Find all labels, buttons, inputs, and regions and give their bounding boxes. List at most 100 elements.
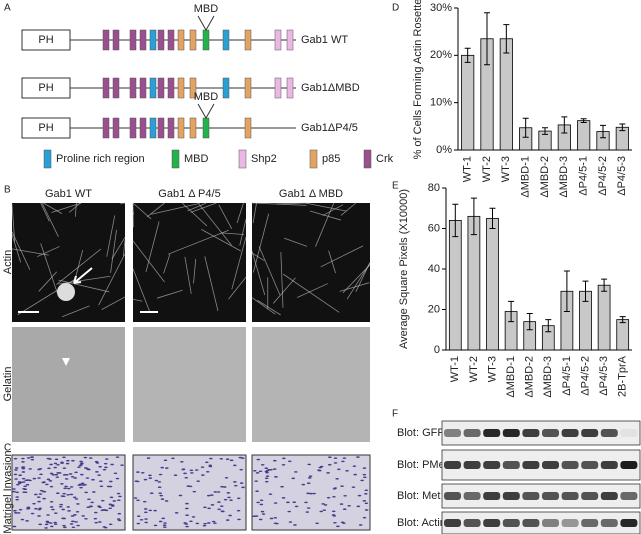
invaded-cell — [95, 462, 100, 464]
actin-fiber — [272, 277, 296, 304]
invaded-cell — [98, 465, 102, 468]
error-bar — [489, 207, 496, 229]
invaded-cell — [165, 467, 169, 469]
invaded-cell — [37, 508, 42, 511]
invaded-cell — [273, 502, 278, 504]
row-label: Matrigel Invasion — [2, 450, 14, 533]
invaded-cell — [94, 460, 99, 463]
invaded-cell — [287, 510, 291, 513]
invaded-cell — [75, 510, 80, 513]
invaded-cell — [154, 479, 159, 482]
actin-fiber — [68, 202, 81, 213]
invaded-cell — [159, 494, 164, 497]
invaded-cell — [237, 518, 241, 521]
invaded-cell — [233, 464, 237, 467]
invaded-cell — [209, 457, 213, 460]
invaded-cell — [62, 474, 67, 476]
invaded-cell — [233, 481, 237, 483]
invaded-cell — [353, 473, 357, 476]
invaded-cell — [87, 498, 91, 501]
invaded-cell — [104, 458, 109, 460]
invaded-cell — [38, 493, 43, 495]
invaded-cell — [47, 467, 51, 470]
invaded-cell — [84, 491, 88, 494]
invaded-cell — [49, 522, 53, 524]
invaded-cell — [181, 468, 186, 471]
invaded-cell — [203, 506, 207, 509]
invaded-cell — [229, 459, 234, 462]
domain-block — [177, 117, 185, 139]
band — [483, 519, 501, 527]
invaded-cell — [83, 456, 88, 459]
actin-fiber — [239, 219, 247, 246]
invaded-cell — [22, 487, 26, 490]
x-tick-label: WT-3 — [486, 356, 498, 382]
invaded-cell — [161, 517, 166, 520]
actin-fiber — [132, 268, 150, 312]
x-tick-label: ΔP4/5-3 — [616, 156, 628, 196]
actin-fiber — [315, 202, 335, 247]
invaded-cell — [79, 460, 83, 463]
x-tick-label: ΔP4/5-2 — [597, 156, 609, 196]
invaded-cell — [62, 517, 66, 520]
gelatin-image — [252, 327, 370, 442]
domain-block — [189, 77, 197, 99]
invaded-cell — [108, 523, 113, 526]
domain-block — [244, 117, 252, 139]
actin-fiber — [106, 215, 116, 257]
invaded-cell — [333, 457, 338, 459]
invaded-cell — [163, 522, 167, 524]
blot-label: Blot: PMet — [397, 459, 448, 471]
actin-fiber — [276, 202, 309, 205]
blot-label: Blot: GFP — [397, 427, 445, 439]
band — [502, 429, 520, 437]
invaded-cell — [312, 492, 316, 495]
error-bar — [600, 124, 606, 139]
invaded-cell — [115, 477, 120, 480]
invaded-cell — [37, 500, 41, 503]
actin-fiber — [167, 229, 229, 255]
y-tick-label: 80 — [428, 182, 440, 194]
invaded-cell — [90, 501, 94, 504]
x-tick-label: ΔP4/5-1 — [578, 156, 590, 196]
invaded-cell — [55, 476, 60, 478]
invaded-cell — [342, 508, 347, 511]
invaded-cell — [60, 462, 64, 464]
invaded-cell — [357, 494, 362, 497]
invaded-cell — [356, 456, 360, 458]
invaded-cell — [315, 522, 319, 525]
invaded-cell — [116, 492, 121, 495]
domain-block — [202, 117, 210, 139]
invaded-cell — [273, 516, 278, 519]
invaded-cell — [103, 462, 108, 465]
invaded-cell — [171, 457, 175, 460]
invaded-cell — [144, 511, 148, 514]
invaded-cell — [54, 458, 59, 461]
invaded-cell — [38, 523, 43, 526]
invaded-cell — [358, 524, 363, 526]
invaded-cell — [53, 512, 58, 514]
invaded-cell — [14, 467, 19, 469]
invaded-cell — [206, 522, 211, 524]
invaded-cell — [219, 457, 224, 460]
invaded-cell — [217, 501, 221, 503]
invaded-cell — [66, 487, 71, 490]
invaded-cell — [115, 456, 120, 458]
invaded-cell — [318, 466, 323, 469]
invaded-cell — [272, 468, 277, 470]
invaded-cell — [66, 459, 70, 462]
domain-block — [149, 117, 157, 139]
band — [483, 429, 501, 437]
invaded-cell — [13, 457, 18, 460]
error-bar — [452, 203, 459, 238]
invaded-cell — [68, 473, 73, 475]
invaded-cell — [42, 490, 46, 493]
row-label: Gelatin — [2, 367, 14, 402]
invaded-cell — [18, 474, 22, 477]
band — [581, 519, 599, 527]
invaded-cell — [60, 495, 65, 497]
invaded-cell — [26, 457, 31, 459]
invaded-cell — [273, 459, 277, 462]
invaded-cell — [252, 515, 257, 518]
invaded-cell — [281, 463, 286, 466]
